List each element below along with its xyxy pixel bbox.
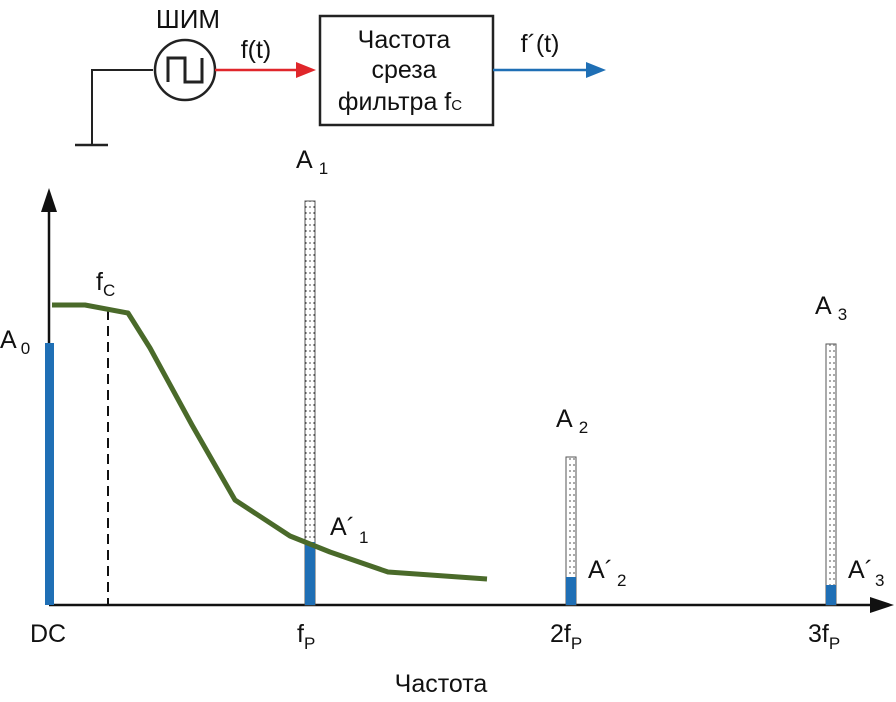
input-arrowhead-icon [296, 62, 316, 78]
pwm-source-label: ШИМ [156, 4, 220, 34]
filter-block [318, 14, 495, 127]
x-axis-arrowhead-icon [870, 597, 894, 613]
y-axis-arrowhead-icon [41, 188, 57, 212]
output-signal-label: f´(t) [521, 30, 560, 58]
tick-label-fp: fP [297, 620, 315, 653]
filter-response-curve [52, 302, 488, 582]
harmonic-bar-3 [825, 343, 837, 606]
filtered-bar-3 [826, 585, 836, 605]
x-axis-title: Частота [395, 670, 488, 698]
tick-label-dc: DC [30, 620, 66, 648]
square-wave-icon [166, 56, 204, 84]
dc-bar [45, 343, 54, 605]
tick-label-2fp: 2fP [550, 620, 582, 653]
filtered-bar-1 [305, 542, 315, 605]
filtered-label-a3: A´ 3 [848, 556, 884, 590]
input-signal-label: f(t) [241, 36, 272, 64]
filtered-bar-2 [566, 577, 576, 605]
filter-block-line3: фильтра fC [338, 88, 462, 116]
output-arrowhead-icon [586, 62, 606, 78]
filter-block-line2: среза [371, 56, 436, 84]
schematic: ШИМ f(t) Частота среза фильтра fC f´(t) [75, 4, 606, 147]
cutoff-label: fC [96, 268, 115, 300]
filtered-label-a2: A´ 2 [588, 556, 626, 590]
ground-wire [91, 69, 153, 145]
tick-label-3fp: 3fP [808, 620, 840, 653]
filtered-label-a1: A´ 1 [330, 513, 368, 547]
filter-block-line1: Частота [358, 26, 451, 54]
